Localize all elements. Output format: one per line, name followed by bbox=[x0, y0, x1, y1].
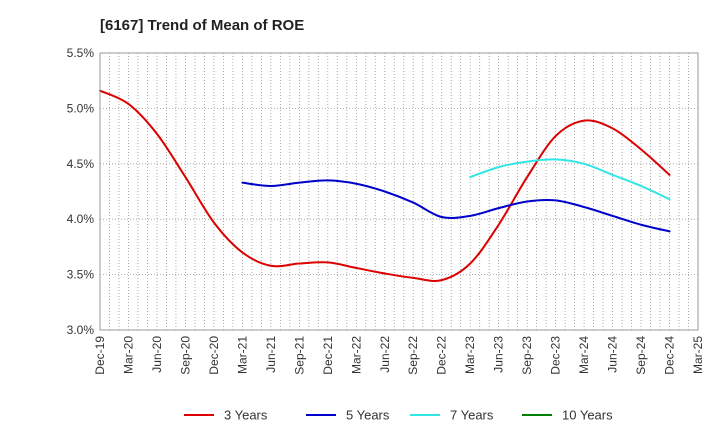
x-tick-label: Jun-21 bbox=[264, 336, 278, 373]
legend-label: 7 Years bbox=[450, 408, 494, 423]
x-tick-label: Mar-23 bbox=[463, 336, 477, 374]
x-tick-label: Dec-20 bbox=[207, 336, 221, 375]
x-tick-label: Jun-24 bbox=[606, 336, 620, 373]
x-tick-label: Jun-20 bbox=[150, 336, 164, 373]
x-tick-label: Dec-21 bbox=[321, 336, 335, 375]
x-tick-label: Dec-19 bbox=[93, 336, 107, 375]
legend-label: 5 Years bbox=[346, 408, 390, 423]
legend-label: 10 Years bbox=[562, 408, 613, 423]
plot-area bbox=[100, 53, 698, 330]
x-tick-label: Jun-22 bbox=[378, 336, 392, 373]
x-tick-label: Sep-23 bbox=[520, 336, 534, 375]
x-tick-label: Sep-22 bbox=[406, 336, 420, 375]
x-tick-label: Dec-24 bbox=[663, 336, 677, 375]
series-lines bbox=[99, 89, 671, 282]
plot-frame bbox=[99, 52, 699, 331]
y-tick-label: 5.0% bbox=[67, 101, 95, 115]
x-tick-label: Mar-22 bbox=[349, 336, 363, 374]
y-tick-label: 4.5% bbox=[67, 157, 95, 171]
x-tick-label: Mar-20 bbox=[121, 336, 135, 374]
x-tick-label: Sep-20 bbox=[178, 336, 192, 375]
x-tick-label: Jun-23 bbox=[492, 336, 506, 373]
y-tick-label: 4.0% bbox=[67, 212, 95, 226]
x-tick-label: Mar-21 bbox=[235, 336, 249, 374]
series-line-1 bbox=[99, 89, 671, 282]
x-tick-label: Mar-24 bbox=[577, 336, 591, 374]
y-tick-label: 3.5% bbox=[67, 268, 95, 282]
y-tick-label: 3.0% bbox=[67, 323, 95, 337]
y-axis-ticks: 3.0% 3.5% 4.0% 4.5% 5.0% 5.5% bbox=[67, 46, 95, 337]
series-line-3 bbox=[469, 158, 671, 201]
grid-lines bbox=[100, 53, 698, 330]
x-axis-ticks: Dec-19 Mar-20 Jun-20 Sep-20 Dec-20 Mar-21 Jun-… bbox=[93, 336, 705, 375]
series-line-2 bbox=[241, 179, 671, 233]
legend: 3 Years 5 Years 7 Years 10 Years bbox=[184, 408, 613, 423]
x-tick-label: Sep-21 bbox=[292, 336, 306, 375]
chart-title: [6167] Trend of Mean of ROE bbox=[100, 17, 304, 34]
legend-label: 3 Years bbox=[224, 408, 268, 423]
x-tick-label: Dec-22 bbox=[435, 336, 449, 375]
x-tick-label: Sep-24 bbox=[634, 336, 648, 375]
y-tick-label: 5.5% bbox=[67, 46, 95, 60]
x-tick-label: Dec-23 bbox=[549, 336, 563, 375]
x-tick-label: Mar-25 bbox=[691, 336, 705, 374]
